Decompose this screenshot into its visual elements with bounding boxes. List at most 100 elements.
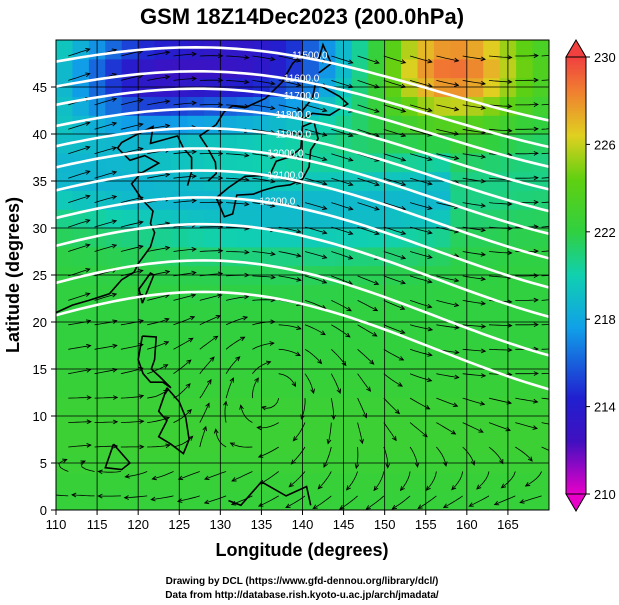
streamline	[68, 268, 90, 277]
streamline	[541, 250, 549, 252]
field-cell	[154, 152, 172, 173]
streamline	[409, 348, 432, 356]
streamline-arrowhead	[322, 205, 328, 210]
height-contour	[56, 259, 549, 357]
field-cell	[220, 340, 238, 361]
streamline	[120, 344, 143, 350]
field-cell	[203, 322, 221, 342]
streamline	[173, 337, 194, 350]
streamline	[278, 226, 301, 233]
streamline	[331, 128, 353, 137]
field-cell	[121, 152, 139, 173]
streamline-arrowhead	[217, 271, 224, 277]
streamline	[304, 324, 326, 335]
streamline	[120, 420, 144, 423]
streamline-arrowhead	[322, 229, 328, 235]
field-cell	[105, 322, 123, 342]
streamline	[173, 383, 191, 399]
streamline-arrowhead	[533, 151, 539, 156]
streamline-arrowhead	[204, 475, 210, 480]
field-cell	[121, 209, 139, 229]
streamline-arrowhead	[124, 473, 130, 479]
field-cell	[466, 58, 484, 79]
streamline	[409, 80, 432, 87]
streamline-arrowhead	[480, 56, 487, 62]
field-cell	[187, 303, 205, 323]
field-cell	[302, 40, 320, 60]
field-cell	[401, 58, 419, 79]
streamline-arrowhead	[85, 243, 91, 249]
streamline	[383, 104, 406, 112]
streamline-arrowhead	[374, 206, 380, 211]
streamline	[120, 50, 143, 57]
streamline	[226, 55, 249, 59]
streamline-arrowhead	[507, 103, 513, 109]
streamline-arrowhead	[244, 177, 250, 182]
streamline-arrowhead	[372, 332, 378, 337]
field-cell	[220, 40, 238, 60]
streamline-arrowhead	[218, 248, 224, 254]
field-cell	[56, 58, 74, 79]
field-cell	[56, 246, 74, 267]
field-cell	[401, 115, 419, 135]
streamline	[383, 55, 406, 64]
streamline-arrowhead	[139, 419, 145, 424]
streamline-arrowhead	[451, 485, 457, 491]
streamline-arrowhead	[374, 59, 380, 65]
streamline-arrowhead	[164, 74, 171, 80]
streamline	[226, 226, 249, 230]
streamline	[304, 348, 322, 364]
contour-label: 11700.0	[284, 91, 320, 102]
field-cell	[368, 209, 386, 229]
streamline-arrowhead	[480, 105, 487, 111]
field-cell	[154, 416, 172, 436]
streamline	[94, 421, 118, 423]
streamline-arrowhead	[288, 482, 294, 488]
streamline-arrowhead	[322, 107, 328, 113]
streamline	[541, 128, 549, 130]
streamline-arrowhead	[138, 269, 144, 274]
field-cell	[269, 96, 287, 116]
field-cell	[56, 190, 74, 210]
streamline-arrowhead	[164, 50, 171, 56]
streamline-arrowhead	[450, 429, 457, 435]
field-cell	[368, 40, 386, 60]
field-cell	[516, 284, 534, 304]
streamline	[68, 444, 91, 448]
field-cell	[138, 340, 156, 361]
field-cell	[154, 322, 172, 342]
streamline	[252, 377, 259, 399]
streamline-arrowhead	[468, 502, 474, 507]
streamline	[357, 324, 377, 337]
streamline-arrowhead	[480, 227, 487, 233]
streamline-arrowhead	[244, 272, 250, 278]
streamline-arrowhead	[500, 483, 507, 489]
field-cell	[483, 58, 501, 79]
field-cell	[401, 246, 419, 267]
streamline	[331, 324, 351, 338]
streamline	[520, 495, 542, 503]
streamline	[94, 147, 117, 155]
streamline	[120, 99, 143, 106]
streamline	[541, 226, 549, 228]
streamline	[515, 104, 538, 106]
field-cell	[269, 322, 287, 342]
field-cell	[72, 228, 90, 248]
contour-label: 11500.0	[292, 51, 328, 62]
field-cell	[187, 284, 205, 304]
streamline	[304, 177, 327, 185]
streamline-arrowhead	[290, 459, 296, 465]
streamline-arrowhead	[348, 255, 354, 260]
field-cell	[121, 246, 139, 267]
field-cell	[72, 246, 90, 267]
streamline-arrowhead	[138, 220, 144, 225]
y-tick-label: 0	[40, 503, 47, 518]
field-cell	[450, 397, 468, 417]
streamline-arrowhead	[507, 347, 513, 353]
streamline-arrowhead	[560, 223, 564, 227]
coastline	[301, 81, 350, 121]
streamline	[293, 422, 306, 441]
streamline	[409, 446, 418, 467]
contour-label: 11800.0	[276, 110, 312, 121]
streamline	[147, 444, 170, 448]
